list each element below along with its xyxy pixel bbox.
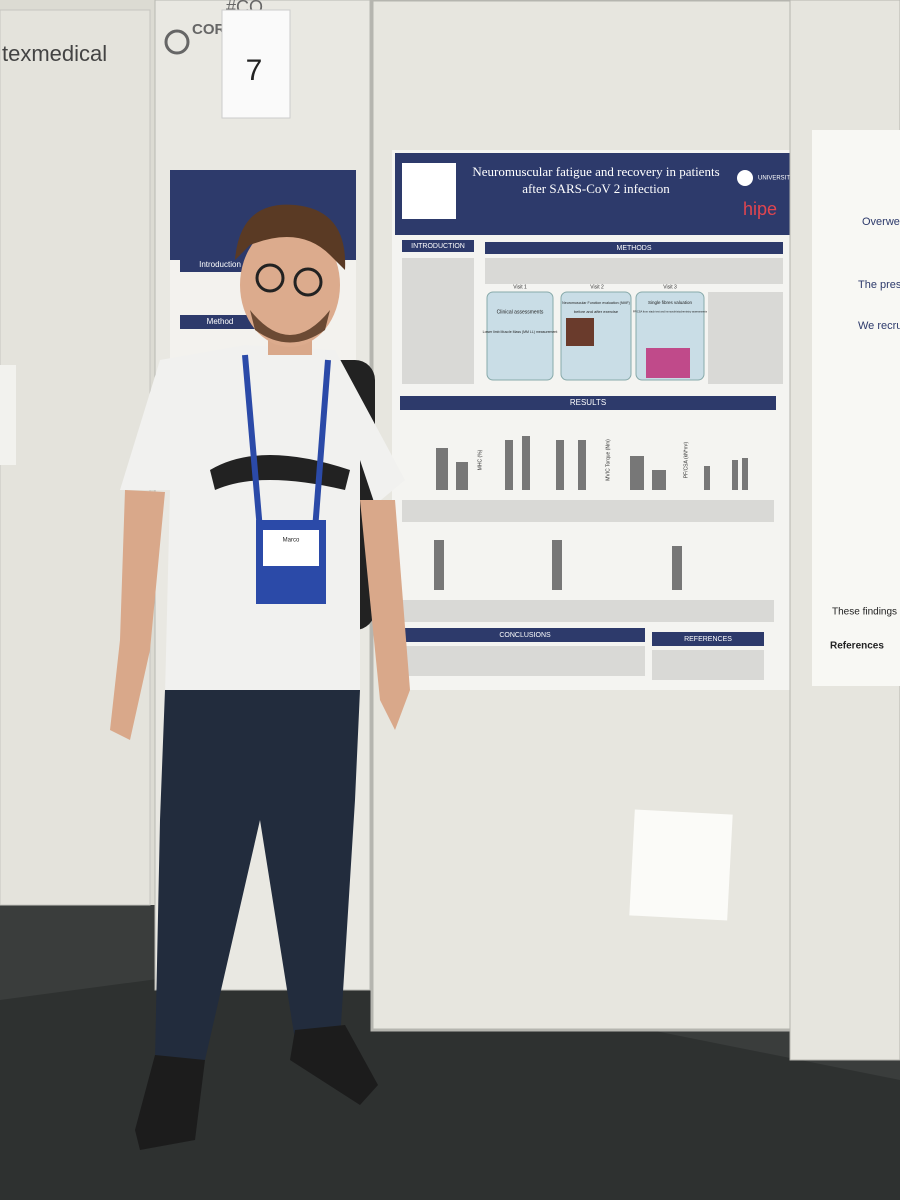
poster-title: after SARS-CoV 2 infection (522, 181, 670, 196)
visit-title: Single fibres valuation (648, 300, 693, 305)
visit-detail: before and after exercise (574, 309, 619, 314)
pants (155, 690, 360, 1060)
glasses (255, 263, 285, 293)
visit-box (560, 291, 632, 381)
body-text (402, 500, 774, 522)
shirt-print (210, 455, 350, 490)
body-text (405, 646, 645, 676)
poster-header (395, 153, 797, 235)
axis-label: MHC (%) (477, 449, 483, 470)
body-text (652, 650, 764, 680)
visit-title: Clinical assessments (497, 309, 544, 315)
visit-label: Visit 3 (663, 284, 677, 290)
face (240, 223, 340, 347)
poster-title: Neuromuscular fatigue and recovery in pa… (472, 164, 719, 179)
person: Marco (110, 204, 410, 1150)
section-bar (405, 628, 645, 642)
visit-detail: PF/CSA from stack test and immunohistoch… (633, 310, 708, 314)
section-bar (402, 240, 474, 252)
uni-logo (737, 170, 753, 186)
poster-text: We recruited (858, 320, 900, 332)
section-title: RESULTS (570, 398, 606, 407)
section-title: INTRODUCTION (411, 243, 465, 250)
hair (235, 204, 346, 270)
left-panel (0, 9, 151, 906)
arm (360, 500, 410, 730)
result-charts (436, 436, 748, 490)
shoe (135, 1055, 205, 1150)
lanyard (242, 354, 331, 531)
paper (0, 365, 16, 465)
logo (402, 163, 456, 219)
badge-card (263, 530, 319, 566)
result-charts (434, 540, 682, 590)
poster-text: Overweight (862, 216, 900, 228)
photo (566, 318, 594, 346)
visit-title: Neuromuscular Function evaluation (NMF) (562, 301, 630, 305)
section-title: CONCLUSIONS (499, 632, 551, 639)
visit-detail: Lower limb Muscle Mass (MM LL) measureme… (483, 330, 558, 334)
logo (164, 29, 190, 55)
poster-text: These findings show (832, 607, 900, 618)
section-bar (652, 632, 764, 646)
visit-label: Visit 1 (513, 284, 527, 290)
board-sign (221, 9, 291, 119)
axis-label: PF/CSA (kN*m²) (683, 441, 689, 478)
section-bar (485, 242, 783, 254)
right-poster (812, 130, 900, 686)
shoe (290, 1025, 378, 1105)
photo (646, 348, 690, 378)
section-title: Method (207, 317, 234, 326)
poster-text: References (830, 641, 884, 652)
floor-shade (0, 960, 900, 1200)
visit-label: Visit 2 (590, 284, 604, 290)
section-bar (400, 396, 776, 410)
poster-text: The present (858, 279, 900, 291)
section-title: Introduction (199, 260, 241, 269)
board-number: 7 (246, 54, 263, 87)
brand: texmedical (2, 41, 107, 66)
glasses (293, 267, 323, 297)
badge-name: Marco (283, 538, 300, 544)
visit-box (486, 291, 554, 381)
section-bar (180, 258, 260, 272)
axis-label: MVIC Torque (Nm) (605, 439, 611, 481)
university: UNIVERSITÀ DI PAVIA (758, 175, 820, 182)
section-bar (180, 315, 260, 329)
body-text (402, 600, 774, 622)
beard (250, 310, 330, 343)
section-title: REFERENCES (684, 636, 732, 643)
lab: hipe (743, 199, 777, 219)
paper-note (629, 809, 733, 921)
body-text (402, 258, 783, 384)
arm (110, 490, 165, 740)
section-title: METHODS (617, 245, 652, 252)
